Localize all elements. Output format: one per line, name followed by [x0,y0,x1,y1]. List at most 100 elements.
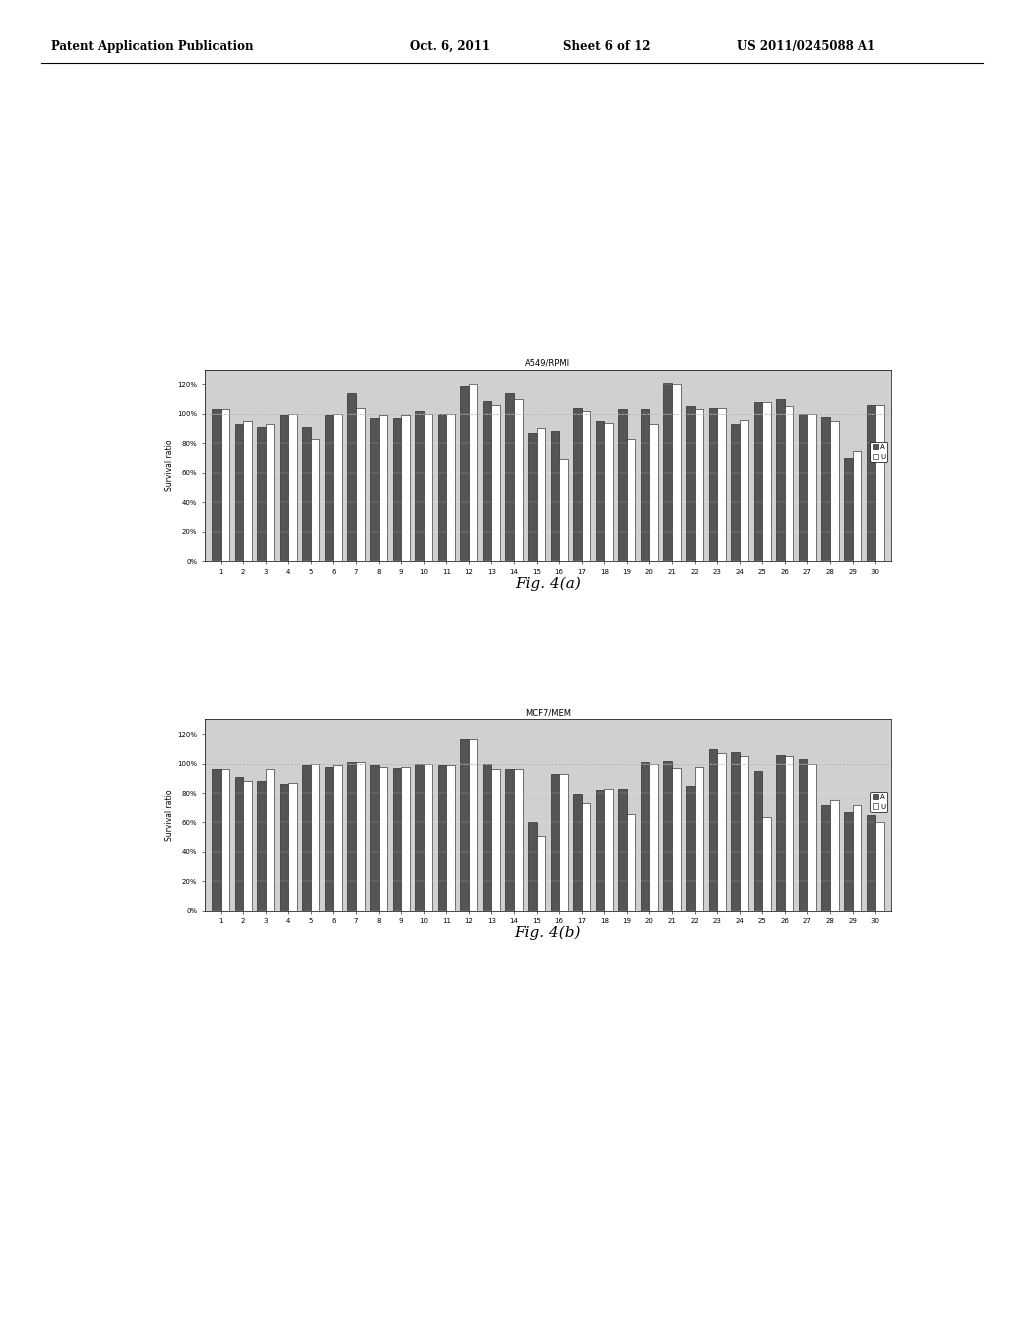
Bar [311,763,319,911]
Bar [649,424,658,561]
Bar [311,438,319,561]
Title: A549/RPMI: A549/RPMI [525,359,570,367]
Bar [618,409,627,561]
Bar [212,770,220,911]
Bar [731,752,739,911]
Bar [220,770,229,911]
Bar [415,411,424,561]
Bar [573,795,582,911]
Bar [289,783,297,911]
Bar [356,408,365,561]
Bar [709,408,717,561]
Bar [401,416,410,561]
Bar [866,405,876,561]
Bar [446,766,455,911]
Bar [559,774,567,911]
Bar [506,770,514,911]
Bar [289,413,297,561]
Bar [876,405,884,561]
Bar [596,791,604,911]
Bar [717,408,726,561]
Bar [437,413,446,561]
Bar [347,393,356,561]
Bar [257,781,266,911]
Bar [424,413,432,561]
Bar [829,800,839,911]
Bar [829,421,839,561]
Bar [528,822,537,911]
Bar [401,767,410,911]
Bar [370,418,379,561]
Legend: A, U: A, U [870,792,888,812]
Bar [784,407,794,561]
Bar [664,760,672,911]
Bar [334,766,342,911]
Text: US 2011/0245088 A1: US 2011/0245088 A1 [737,40,876,53]
Bar [876,822,884,911]
Bar [266,770,274,911]
Bar [664,383,672,561]
Bar [807,413,816,561]
Bar [514,770,522,911]
Bar [686,785,694,911]
Bar [604,788,612,911]
Bar [762,403,771,561]
Bar [762,817,771,911]
Bar [739,420,749,561]
Bar [302,766,311,911]
Bar [280,416,289,561]
Bar [627,813,636,911]
Bar [266,424,274,561]
Bar [483,763,492,911]
Bar [243,781,252,911]
Legend: A, U: A, U [870,442,888,462]
Bar [392,768,401,911]
Bar [234,424,243,561]
Bar [492,405,500,561]
Bar [280,784,289,911]
Text: Fig. 4(a): Fig. 4(a) [515,577,581,590]
Bar [379,767,387,911]
Bar [325,416,334,561]
Bar [694,767,703,911]
Bar [641,409,649,561]
Bar [537,836,545,911]
Bar [325,767,334,911]
Bar [302,428,311,561]
Bar [446,413,455,561]
Bar [754,771,762,911]
Bar [844,458,853,561]
Bar [709,748,717,911]
Bar [596,421,604,561]
Bar [334,413,342,561]
Bar [717,754,726,911]
Bar [379,416,387,561]
Bar [844,812,853,911]
Bar [853,450,861,561]
Bar [627,438,636,561]
Bar [347,762,356,911]
Bar [243,421,252,561]
Bar [754,403,762,561]
Bar [776,399,784,561]
Bar [807,763,816,911]
Bar [686,407,694,561]
Bar [821,417,829,561]
Bar [559,459,567,561]
Bar [582,804,590,911]
Bar [551,774,559,911]
Bar [424,763,432,911]
Bar [604,422,612,561]
Bar [469,739,477,911]
Bar [537,429,545,561]
Bar [799,759,807,911]
Y-axis label: Survival ratio: Survival ratio [165,789,174,841]
Bar [776,755,784,911]
Bar [694,409,703,561]
Text: Sheet 6 of 12: Sheet 6 of 12 [563,40,650,53]
Bar [672,384,681,561]
Bar [618,788,627,911]
Bar [551,432,559,561]
Bar [672,768,681,911]
Bar [799,413,807,561]
